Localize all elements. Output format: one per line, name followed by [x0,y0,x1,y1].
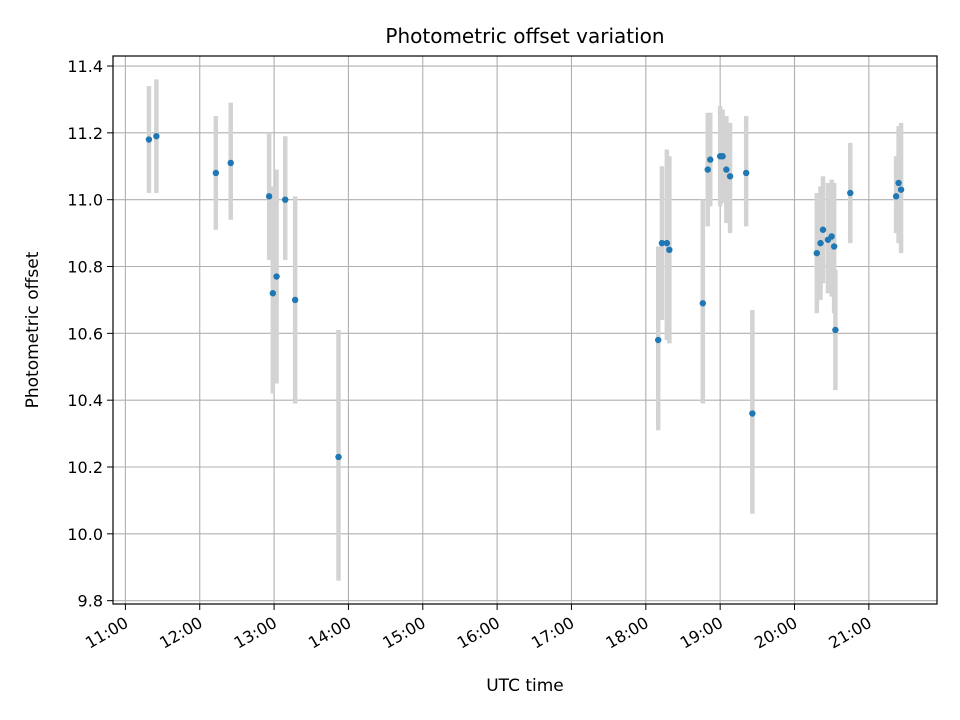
y-tick-label: 10.0 [67,525,103,544]
data-point [847,189,854,197]
data-point [895,179,902,187]
y-tick-label: 10.2 [67,458,103,477]
data-point [265,193,273,200]
data-point [830,243,838,250]
y-tick-label: 11.2 [67,124,103,143]
y-tick-label: 11.0 [67,191,103,210]
data-point [719,153,726,160]
data-point [666,246,673,254]
data-point [145,136,153,143]
data-point [699,300,707,307]
data-point [269,290,277,297]
data-point [817,239,824,247]
data-point [663,239,671,247]
data-point [658,239,666,247]
y-axis-ticks: 9.8 10.0 10.2 10.4 10.6 10.8 11.0 11.2 11.4 [67,57,113,611]
data-point [749,410,756,417]
data-point [212,169,220,177]
data-point [335,453,342,461]
x-axis-label: UTC time [486,676,564,696]
data-point [291,296,299,304]
chart-title: Photometric offset variation [385,24,664,48]
data-point [726,173,734,180]
data-point [227,159,234,167]
data-point [832,326,839,334]
data-point [723,166,730,173]
data-point [813,249,821,257]
data-point [819,226,827,233]
data-point [897,186,905,193]
data-point [273,273,280,280]
grid [113,56,937,604]
y-tick-label: 9.8 [78,592,103,611]
y-axis-label: Photometric offset [23,251,43,408]
y-tick-label: 10.8 [67,258,103,277]
y-tick-label: 10.6 [67,324,103,343]
data-point [704,166,711,173]
plot-frame [112,55,938,605]
data-point [892,193,900,200]
data-point [742,169,750,177]
y-tick-label: 11.4 [67,57,103,76]
data-point [153,132,160,140]
data-point [828,233,835,240]
data-point [707,156,714,163]
y-tick-label: 10.4 [67,391,103,410]
data-point [655,336,662,344]
data-point [282,196,289,203]
data-points [145,132,905,461]
